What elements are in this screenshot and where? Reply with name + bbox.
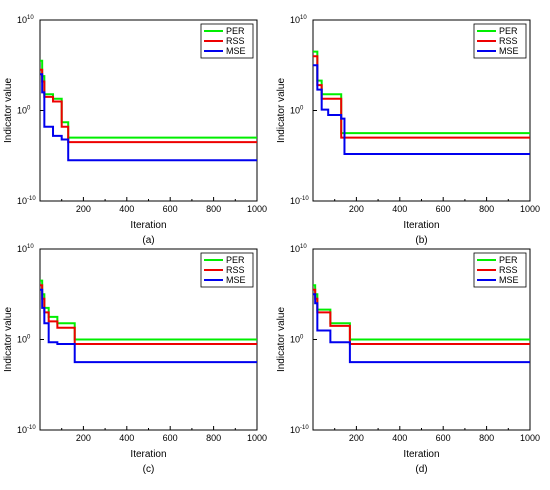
x-tick-label: 800 [206, 204, 221, 214]
x-axis-label: Iteration [403, 449, 439, 460]
legend-entry-rss: RSS [499, 36, 518, 46]
y-tick-exponent: -10 [300, 196, 309, 202]
series-line-rss [40, 68, 257, 144]
y-tick-exponent: 10 [27, 15, 34, 21]
panel-caption: (b) [415, 235, 427, 246]
series-line-rss [313, 55, 530, 139]
legend-entry-mse: MSE [499, 275, 519, 285]
y-axis-label: Indicator value [276, 78, 287, 143]
x-tick-label: 800 [479, 204, 494, 214]
y-tick-exponent: -10 [27, 196, 36, 202]
y-tick-base: 10 [290, 335, 300, 345]
x-tick-label: 200 [349, 204, 364, 214]
legend-entry-rss: RSS [226, 265, 245, 275]
x-tick-label: 600 [436, 204, 451, 214]
legend-entry-per: PER [499, 255, 518, 265]
y-tick-exponent: 0 [300, 335, 304, 341]
y-tick-exponent: 0 [300, 106, 304, 112]
legend-entry-per: PER [226, 255, 245, 265]
series-line-per [313, 284, 530, 341]
y-tick-base: 10 [17, 196, 27, 206]
x-tick-label: 1000 [247, 433, 267, 443]
x-tick-label: 600 [163, 204, 178, 214]
x-tick-label: 600 [436, 433, 451, 443]
y-axis-label: Indicator value [276, 307, 287, 372]
y-tick-base: 10 [290, 106, 300, 116]
y-tick-exponent: 0 [27, 106, 31, 112]
series-line-per [313, 50, 530, 135]
x-tick-label: 200 [76, 433, 91, 443]
legend-entry-per: PER [499, 26, 518, 36]
x-tick-label: 200 [349, 433, 364, 443]
series-line-per [40, 59, 257, 139]
x-tick-label: 400 [119, 204, 134, 214]
x-axis-label: Iteration [403, 220, 439, 231]
series-line-rss [313, 288, 530, 346]
x-axis-label: Iteration [130, 449, 166, 460]
y-tick-base: 10 [290, 244, 300, 254]
series-line-mse [313, 293, 530, 364]
y-tick-base: 10 [290, 15, 300, 25]
x-tick-label: 600 [163, 433, 178, 443]
y-tick-exponent: 10 [300, 15, 307, 21]
x-axis-label: Iteration [130, 220, 166, 231]
x-tick-label: 1000 [520, 433, 540, 443]
series-line-mse [313, 64, 530, 155]
y-tick-base: 10 [17, 425, 27, 435]
y-axis-label: Indicator value [3, 307, 14, 372]
x-tick-label: 1000 [520, 204, 540, 214]
y-tick-base: 10 [17, 335, 27, 345]
y-axis-label: Indicator value [3, 78, 14, 143]
legend-entry-mse: MSE [226, 275, 246, 285]
x-tick-label: 400 [119, 433, 134, 443]
y-tick-base: 10 [17, 106, 27, 116]
panel-caption: (d) [415, 464, 427, 475]
x-tick-label: 400 [392, 433, 407, 443]
series-line-mse [40, 73, 257, 162]
y-tick-exponent: 0 [27, 335, 31, 341]
y-tick-exponent: -10 [300, 425, 309, 431]
y-tick-exponent: -10 [27, 425, 36, 431]
x-tick-label: 1000 [247, 204, 267, 214]
y-tick-exponent: 10 [27, 244, 34, 250]
y-tick-exponent: 10 [300, 244, 307, 250]
series-line-mse [40, 288, 257, 364]
legend-entry-per: PER [226, 26, 245, 36]
y-tick-base: 10 [290, 425, 300, 435]
panel-caption: (a) [142, 235, 154, 246]
panel-caption: (c) [143, 464, 155, 475]
legend-entry-mse: MSE [499, 46, 519, 56]
series-line-rss [40, 284, 257, 346]
x-tick-label: 800 [206, 433, 221, 443]
x-tick-label: 800 [479, 433, 494, 443]
legend-entry-rss: RSS [499, 265, 518, 275]
legend-entry-mse: MSE [226, 46, 246, 56]
y-tick-base: 10 [17, 244, 27, 254]
y-tick-base: 10 [17, 15, 27, 25]
legend-entry-rss: RSS [226, 36, 245, 46]
series-line-per [40, 279, 257, 341]
x-tick-label: 400 [392, 204, 407, 214]
x-tick-label: 200 [76, 204, 91, 214]
y-tick-base: 10 [290, 196, 300, 206]
